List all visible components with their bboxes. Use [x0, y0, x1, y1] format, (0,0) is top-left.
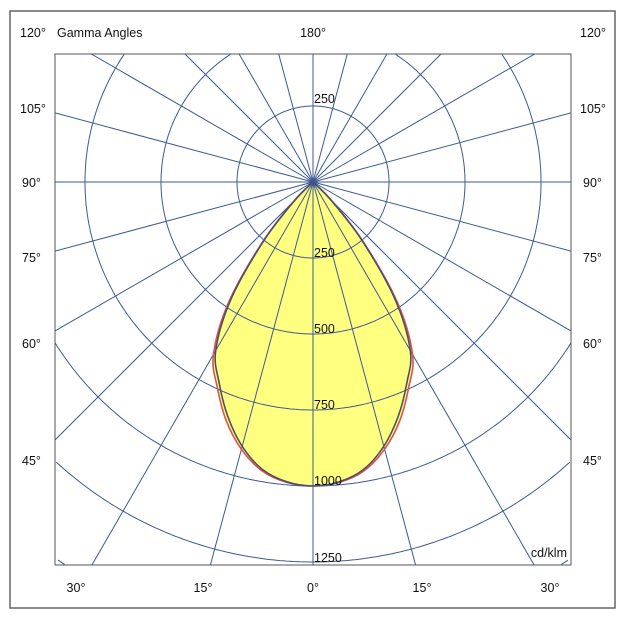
radial-grid-line [55, 181, 314, 441]
grid-ring [501, 54, 542, 182]
radial-grid-line [55, 181, 314, 252]
radial-grid-line [55, 181, 314, 332]
side-label-right: 45° [583, 454, 602, 468]
radial-grid-line [312, 54, 442, 183]
radial-grid-line [312, 54, 348, 183]
side-label-left: 60° [22, 337, 41, 351]
side-label-right: 105° [580, 102, 606, 116]
side-label-left: 105° [20, 102, 46, 116]
grid-ring [84, 54, 542, 411]
chart-title: Gamma Angles [57, 26, 142, 40]
grid-ring [395, 54, 466, 182]
side-label-left: 45° [22, 454, 41, 468]
ring-label: 250 [314, 92, 335, 106]
radial-grid-line [312, 112, 571, 183]
corner-label-right: 120° [580, 26, 606, 40]
radial-grid-line [278, 54, 314, 183]
radial-grid-line [55, 112, 314, 183]
radial-grid-line [312, 181, 571, 332]
unit-label: cd/klm [531, 546, 567, 560]
radial-grid-line [312, 54, 388, 183]
radial-grid-line [91, 181, 314, 565]
bottom-label: 30° [67, 581, 86, 595]
radial-grid-line [184, 54, 314, 183]
radial-grid-line [209, 181, 314, 565]
top-angle-label: 180° [300, 26, 326, 40]
side-label-right: 75° [583, 251, 602, 265]
radial-grid-line [312, 181, 535, 565]
ring-label: 250 [314, 246, 335, 260]
plot-area-border [54, 53, 572, 566]
side-label-right: 60° [583, 337, 602, 351]
radial-grid-line [312, 54, 535, 183]
radial-grid-line [312, 181, 417, 565]
side-label-left: 90° [22, 176, 41, 190]
radial-grid-line [238, 54, 314, 183]
ring-label: 750 [314, 398, 335, 412]
radial-grid-line [312, 181, 571, 252]
grid-ring [160, 54, 466, 335]
series-curve-c0-c180 [214, 180, 412, 487]
bottom-label: 15° [413, 581, 432, 595]
radial-grid-line [91, 54, 314, 183]
ring-label: 1250 [314, 551, 342, 565]
bottom-label: 15° [194, 581, 213, 595]
ring-label: 1000 [314, 474, 342, 488]
bottom-label: 0° [307, 581, 319, 595]
radial-grid-line [312, 181, 571, 441]
ring-label: 500 [314, 322, 335, 336]
grid-ring [561, 559, 569, 565]
side-label-left: 75° [22, 251, 41, 265]
grid-ring [57, 559, 65, 565]
corner-label-left: 120° [20, 26, 46, 40]
bottom-label: 30° [541, 581, 560, 595]
side-label-right: 90° [583, 176, 602, 190]
